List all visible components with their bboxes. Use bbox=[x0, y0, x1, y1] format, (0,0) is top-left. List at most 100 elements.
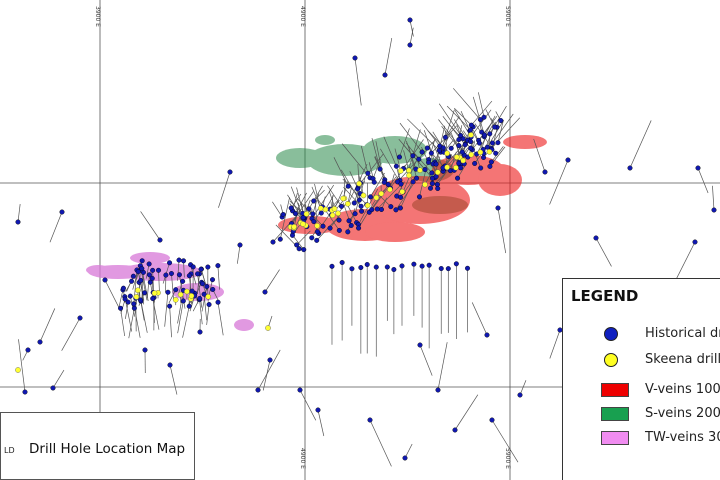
skeena-collar-marker bbox=[373, 194, 380, 201]
historical-collar-marker bbox=[407, 42, 413, 48]
drill-hole-trace bbox=[138, 270, 141, 302]
historical-collar-marker bbox=[270, 239, 276, 245]
historical-collar-marker bbox=[402, 455, 408, 461]
drill-hole-trace bbox=[315, 202, 318, 226]
drill-hole-trace bbox=[409, 19, 414, 37]
drill-hole-trace bbox=[629, 120, 652, 169]
skeena-collar-marker bbox=[151, 290, 158, 296]
historical-collar-marker bbox=[314, 237, 320, 243]
historical-collar-marker bbox=[359, 208, 365, 214]
drill-hole-trace bbox=[333, 157, 349, 187]
historical-collar-marker bbox=[367, 417, 373, 423]
historical-collar-marker bbox=[422, 167, 428, 173]
historical-collar-marker bbox=[695, 165, 701, 171]
drill-hole-trace bbox=[182, 306, 190, 338]
historical-collar-marker bbox=[593, 235, 599, 241]
historical-collar-marker bbox=[301, 247, 307, 253]
historical-collar-marker bbox=[215, 299, 221, 305]
drill-hole-trace bbox=[290, 193, 302, 209]
historical-collar-marker bbox=[426, 159, 432, 165]
historical-collar-marker bbox=[378, 206, 384, 212]
drill-hole-trace bbox=[697, 167, 709, 194]
drill-hole-trace bbox=[372, 159, 381, 179]
historical-collar-marker bbox=[200, 281, 206, 287]
historical-collar-marker bbox=[180, 298, 186, 304]
skeena-collar-marker bbox=[417, 167, 423, 173]
historical-collar-marker bbox=[517, 392, 523, 398]
historical-collar-marker bbox=[296, 246, 302, 252]
skeena-collar-marker bbox=[331, 205, 338, 212]
historical-collar-marker bbox=[440, 145, 446, 151]
historical-collar-marker bbox=[462, 142, 468, 148]
historical-collar-marker bbox=[352, 55, 358, 61]
historical-collar-marker bbox=[336, 227, 342, 233]
drill-hole-trace bbox=[673, 241, 696, 284]
historical-collar-marker bbox=[410, 153, 416, 159]
historical-collar-marker bbox=[336, 217, 342, 223]
historical-collar-marker bbox=[127, 293, 133, 299]
skeena-collar-marker bbox=[265, 325, 271, 331]
historical-collar-marker bbox=[398, 181, 404, 187]
historical-collar-marker bbox=[167, 260, 173, 266]
skeena-collar-marker bbox=[434, 169, 441, 176]
historical-collar-marker bbox=[711, 207, 717, 213]
historical-collar-marker bbox=[424, 145, 430, 151]
drill-hole-trace bbox=[118, 289, 124, 307]
drill-hole-trace bbox=[311, 186, 322, 209]
drill-hole-trace bbox=[472, 96, 485, 136]
historical-collar-marker bbox=[189, 288, 195, 294]
legend-item-historical: Historical dri bbox=[563, 325, 720, 345]
skeena-collar-marker bbox=[406, 167, 412, 174]
historical-collar-marker bbox=[487, 131, 493, 137]
skeena-collar-marker bbox=[422, 181, 428, 188]
historical-collar-marker bbox=[356, 225, 362, 231]
historical-collar-marker bbox=[300, 215, 306, 221]
historical-collar-marker bbox=[448, 145, 454, 151]
skeena-collar-marker bbox=[406, 172, 412, 179]
historical-collar-marker bbox=[453, 261, 459, 267]
historical-collar-marker bbox=[267, 357, 273, 363]
historical-collar-marker bbox=[157, 237, 163, 243]
historical-collar-marker bbox=[315, 407, 321, 413]
historical-collar-marker bbox=[452, 427, 458, 433]
historical-collar-marker bbox=[201, 291, 207, 297]
historical-collar-marker bbox=[391, 267, 397, 273]
drill-hole-trace bbox=[445, 116, 460, 138]
drill-hole-trace bbox=[357, 164, 360, 184]
historical-collar-marker bbox=[37, 339, 43, 345]
drill-hole-trace bbox=[168, 289, 177, 304]
drill-hole-trace bbox=[264, 269, 280, 293]
grid-label-5900e-bottom: 5900 E bbox=[504, 448, 511, 469]
historical-collar-marker bbox=[481, 154, 487, 160]
historical-collar-marker bbox=[142, 290, 148, 296]
drill-hole-trace bbox=[384, 37, 393, 76]
historical-collar-marker bbox=[280, 212, 286, 218]
historical-collar-marker bbox=[165, 289, 171, 295]
historical-collar-marker bbox=[338, 203, 344, 209]
drill-hole-trace bbox=[17, 204, 21, 223]
drill-hole-trace bbox=[438, 119, 460, 146]
s-veins-swatch-icon bbox=[601, 407, 629, 421]
drill-hole-trace bbox=[491, 419, 519, 463]
historical-collar-marker bbox=[149, 275, 155, 281]
historical-collar-marker bbox=[416, 194, 422, 200]
historical-collar-marker bbox=[135, 269, 141, 275]
historical-collar-marker bbox=[458, 133, 464, 139]
historical-collar-marker bbox=[355, 186, 361, 192]
historical-collar-marker bbox=[292, 211, 298, 217]
historical-collar-marker bbox=[371, 179, 377, 185]
historical-collar-marker bbox=[456, 143, 462, 149]
historical-collar-marker bbox=[373, 264, 379, 270]
drill-hole-trace bbox=[149, 282, 154, 299]
drill-hole-trace bbox=[342, 178, 367, 205]
historical-collar-marker bbox=[351, 200, 357, 206]
drill-hole-trace bbox=[39, 308, 56, 343]
historical-collar-marker bbox=[468, 122, 474, 128]
historical-collar-marker bbox=[138, 277, 144, 283]
drill-hole-trace bbox=[217, 265, 220, 290]
legend-item-s-veins: S-veins 200 bbox=[563, 405, 720, 425]
historical-collar-marker bbox=[206, 302, 212, 308]
drill-hole-trace bbox=[132, 270, 139, 290]
